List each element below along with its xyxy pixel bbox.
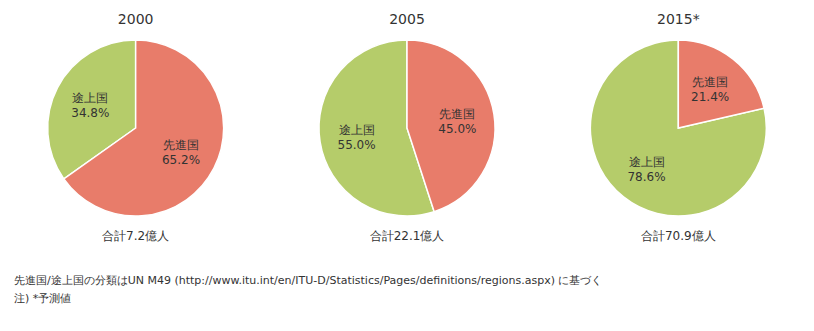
total-annotation: 合計7.2億人	[102, 229, 169, 243]
total-annotation: 合計22.1億人	[370, 229, 445, 243]
slice-label: 先進国65.2%	[162, 138, 200, 167]
slice-label: 途上国34.8%	[71, 91, 109, 120]
footnote: 先進国/途上国の分類はUN M49 (http://www.itu.int/en…	[14, 274, 602, 287]
slice-value: 21.4%	[691, 90, 729, 104]
slice-category: 途上国	[629, 155, 665, 169]
chart-title: 2000	[118, 11, 154, 27]
pie-slice	[407, 40, 495, 212]
pie-chart: 2005 途上国55.0% 先進国45.0% 合計22.1億人	[319, 11, 495, 243]
pie-slice	[590, 40, 766, 216]
slice-category: 先進国	[692, 75, 728, 89]
slices	[48, 40, 224, 216]
slice-category: 途上国	[72, 91, 108, 105]
slice-category: 先進国	[163, 138, 199, 152]
slice-label: 先進国21.4%	[691, 75, 729, 104]
total-annotation: 合計70.9億人	[641, 229, 716, 243]
slice-value: 55.0%	[338, 138, 376, 152]
figure: 2000途上国34.8%先進国65.2%合計7.2億人2005途上国55.0%先…	[0, 0, 814, 331]
slices	[590, 40, 766, 216]
slice-value: 34.8%	[71, 106, 109, 120]
slice-label: 途上国55.0%	[338, 123, 376, 152]
pie-chart: 2015* 途上国78.6% 先進国21.4% 合計70.9億人	[590, 11, 766, 243]
pie-chart: 2000 途上国34.8% 先進国65.2% 合計7.2億人	[48, 11, 224, 243]
chart-title: 2005	[389, 11, 425, 27]
slice-value: 65.2%	[162, 153, 200, 167]
slice-value: 78.6%	[627, 170, 665, 184]
pie-slice	[678, 40, 764, 128]
chart-title: 2015*	[657, 11, 700, 27]
slice-value: 45.0%	[438, 122, 476, 136]
slice-labels: 途上国34.8% 先進国65.2%	[71, 91, 200, 167]
slice-labels: 途上国55.0% 先進国45.0%	[338, 107, 477, 152]
slice-category: 先進国	[439, 107, 475, 121]
pie-slice	[64, 40, 224, 216]
slice-labels: 途上国78.6% 先進国21.4%	[627, 75, 729, 184]
slice-category: 途上国	[339, 123, 375, 137]
slice-label: 途上国78.6%	[627, 155, 665, 184]
slice-label: 先進国45.0%	[438, 107, 476, 136]
slices	[319, 40, 495, 216]
footnote: 注) *予測値	[14, 292, 71, 305]
